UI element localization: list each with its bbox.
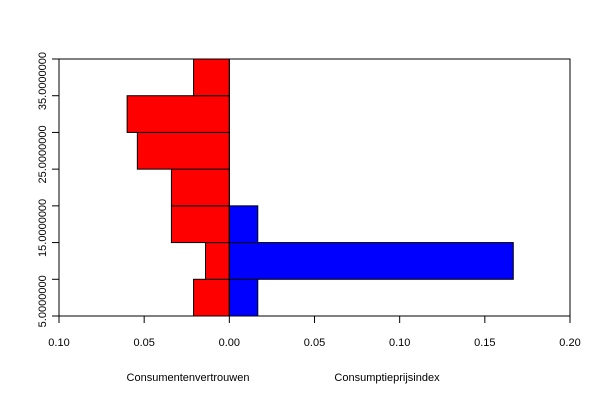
bar-consumentenvertrouwen-1 bbox=[204, 242, 230, 280]
bar-consumptieprijsindex-2 bbox=[228, 205, 259, 244]
x-axis-label-left: Consumentenvertrouwen bbox=[127, 372, 250, 384]
y-tick-label: 5.0000000 bbox=[37, 275, 49, 327]
bar-consumentenvertrouwen-0 bbox=[193, 278, 230, 317]
bar-consumentenvertrouwen-5 bbox=[126, 95, 230, 133]
series-consumentenvertrouwen bbox=[126, 58, 230, 317]
y-axis: 5.0000000 15.0000000 25.0000000 35.0000000 bbox=[37, 52, 59, 327]
x-axis: 0.10 0.05 0.00 0.05 0.10 0.15 0.20 bbox=[48, 316, 581, 349]
x-tick-label: 0.05 bbox=[133, 337, 154, 349]
x-tick-label: 0.10 bbox=[48, 337, 69, 349]
x-tick-label: 0.00 bbox=[219, 337, 240, 349]
bar-consumptieprijsindex-0 bbox=[228, 278, 259, 317]
bar-consumptieprijsindex-1 bbox=[228, 242, 514, 280]
y-tick-label: 25.0000000 bbox=[37, 125, 49, 183]
x-tick-label: 0.20 bbox=[559, 337, 580, 349]
bar-consumentenvertrouwen-6 bbox=[193, 58, 230, 97]
bar-consumentenvertrouwen-2 bbox=[170, 205, 230, 244]
bar-consumentenvertrouwen-3 bbox=[170, 168, 230, 207]
x-axis-label-right: Consumptieprijsindex bbox=[334, 372, 440, 384]
series-consumptieprijsindex bbox=[228, 205, 514, 317]
y-tick-label: 35.0000000 bbox=[37, 52, 49, 110]
x-tick-label: 0.05 bbox=[304, 337, 325, 349]
x-tick-label: 0.15 bbox=[474, 337, 495, 349]
bar-consumentenvertrouwen-4 bbox=[136, 131, 230, 170]
y-tick-label: 15.0000000 bbox=[37, 199, 49, 257]
x-tick-label: 0.10 bbox=[389, 337, 410, 349]
